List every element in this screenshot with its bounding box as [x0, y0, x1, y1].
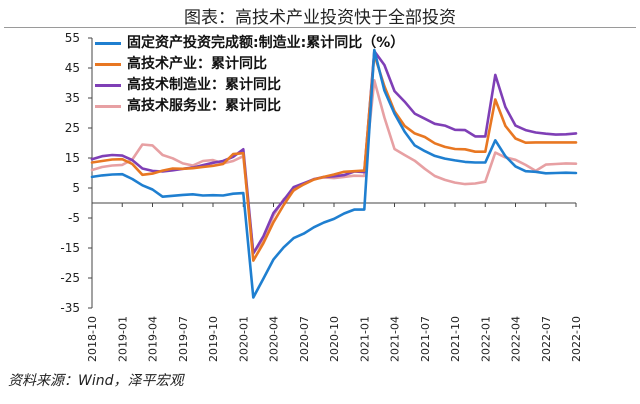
legend-label: 固定资产投资完成额:制造业:累计同比（%）: [127, 35, 405, 51]
x-tick-label: 2022-07: [540, 316, 553, 362]
x-tick-label: 2022-01: [479, 316, 492, 362]
y-tick-labels: 55 45 35 25 15 5 -5 -15 -25 -35: [60, 31, 80, 315]
x-tick-label: 2019-10: [207, 316, 220, 362]
x-tick-label: 2020-01: [237, 316, 250, 362]
legend-item-2: 高技术制造业：累计同比: [95, 75, 404, 96]
legend: 固定资产投资完成额:制造业:累计同比（%） 高技术产业：累计同比 高技术制造业：累计…: [95, 33, 404, 117]
x-tick-label: 2019-01: [116, 316, 129, 362]
x-tick-label: 2020-04: [268, 316, 281, 362]
x-tick-label: 2021-04: [389, 316, 402, 362]
legend-item-0: 固定资产投资完成额:制造业:累计同比（%）: [95, 33, 404, 54]
series-lines: [90, 48, 578, 299]
legend-label: 高技术产业：累计同比: [127, 56, 267, 72]
source-note: 资料来源：Wind，泽平宏观: [8, 373, 184, 389]
x-tick-label: 2021-10: [449, 316, 462, 362]
x-tick-label: 2019-07: [177, 316, 190, 362]
legend-swatch: [95, 84, 121, 87]
x-tick-label: 2021-07: [419, 316, 432, 362]
legend-label: 高技术服务业：累计同比: [127, 98, 281, 114]
legend-label: 高技术制造业：累计同比: [127, 77, 281, 93]
legend-swatch: [95, 63, 121, 66]
y-tick-label: 5: [72, 181, 80, 195]
legend-item-1: 高技术产业：累计同比: [95, 54, 404, 75]
y-tick-label: -15: [60, 241, 80, 255]
y-tick-label: -25: [60, 271, 80, 285]
series-line-3: [90, 79, 578, 255]
x-tick-label: 2018-10: [86, 316, 99, 362]
y-tick-label: 55: [65, 31, 80, 45]
x-tick-label: 2021-01: [358, 316, 371, 362]
x-tick-label: 2019-04: [147, 316, 160, 362]
chart-title: 图表：高技术产业投资快于全部投资: [184, 8, 456, 28]
y-tick-label: 15: [65, 151, 80, 165]
title-rule: [4, 27, 636, 28]
y-tick-label: -5: [68, 211, 80, 225]
legend-swatch: [95, 42, 121, 45]
y-tick-label: 25: [65, 121, 80, 135]
x-tick-label: 2022-04: [510, 316, 523, 362]
chart-axes: [88, 37, 577, 309]
x-tick-label: 2022-10: [570, 316, 583, 362]
y-tick-label: -35: [60, 301, 80, 315]
legend-swatch: [95, 105, 121, 108]
series-line-2: [90, 49, 578, 255]
y-tick-label: 45: [65, 61, 80, 75]
y-tick-label: 35: [65, 91, 80, 105]
x-tick-labels: 2018-10 2019-01 2019-04 2019-07 2019-10 2020-…: [86, 316, 583, 362]
legend-item-3: 高技术服务业：累计同比: [95, 96, 404, 117]
x-tick-label: 2020-10: [328, 316, 341, 362]
x-tick-label: 2020-07: [298, 316, 311, 362]
series-line-1: [90, 53, 578, 262]
series-line-0: [90, 48, 578, 299]
